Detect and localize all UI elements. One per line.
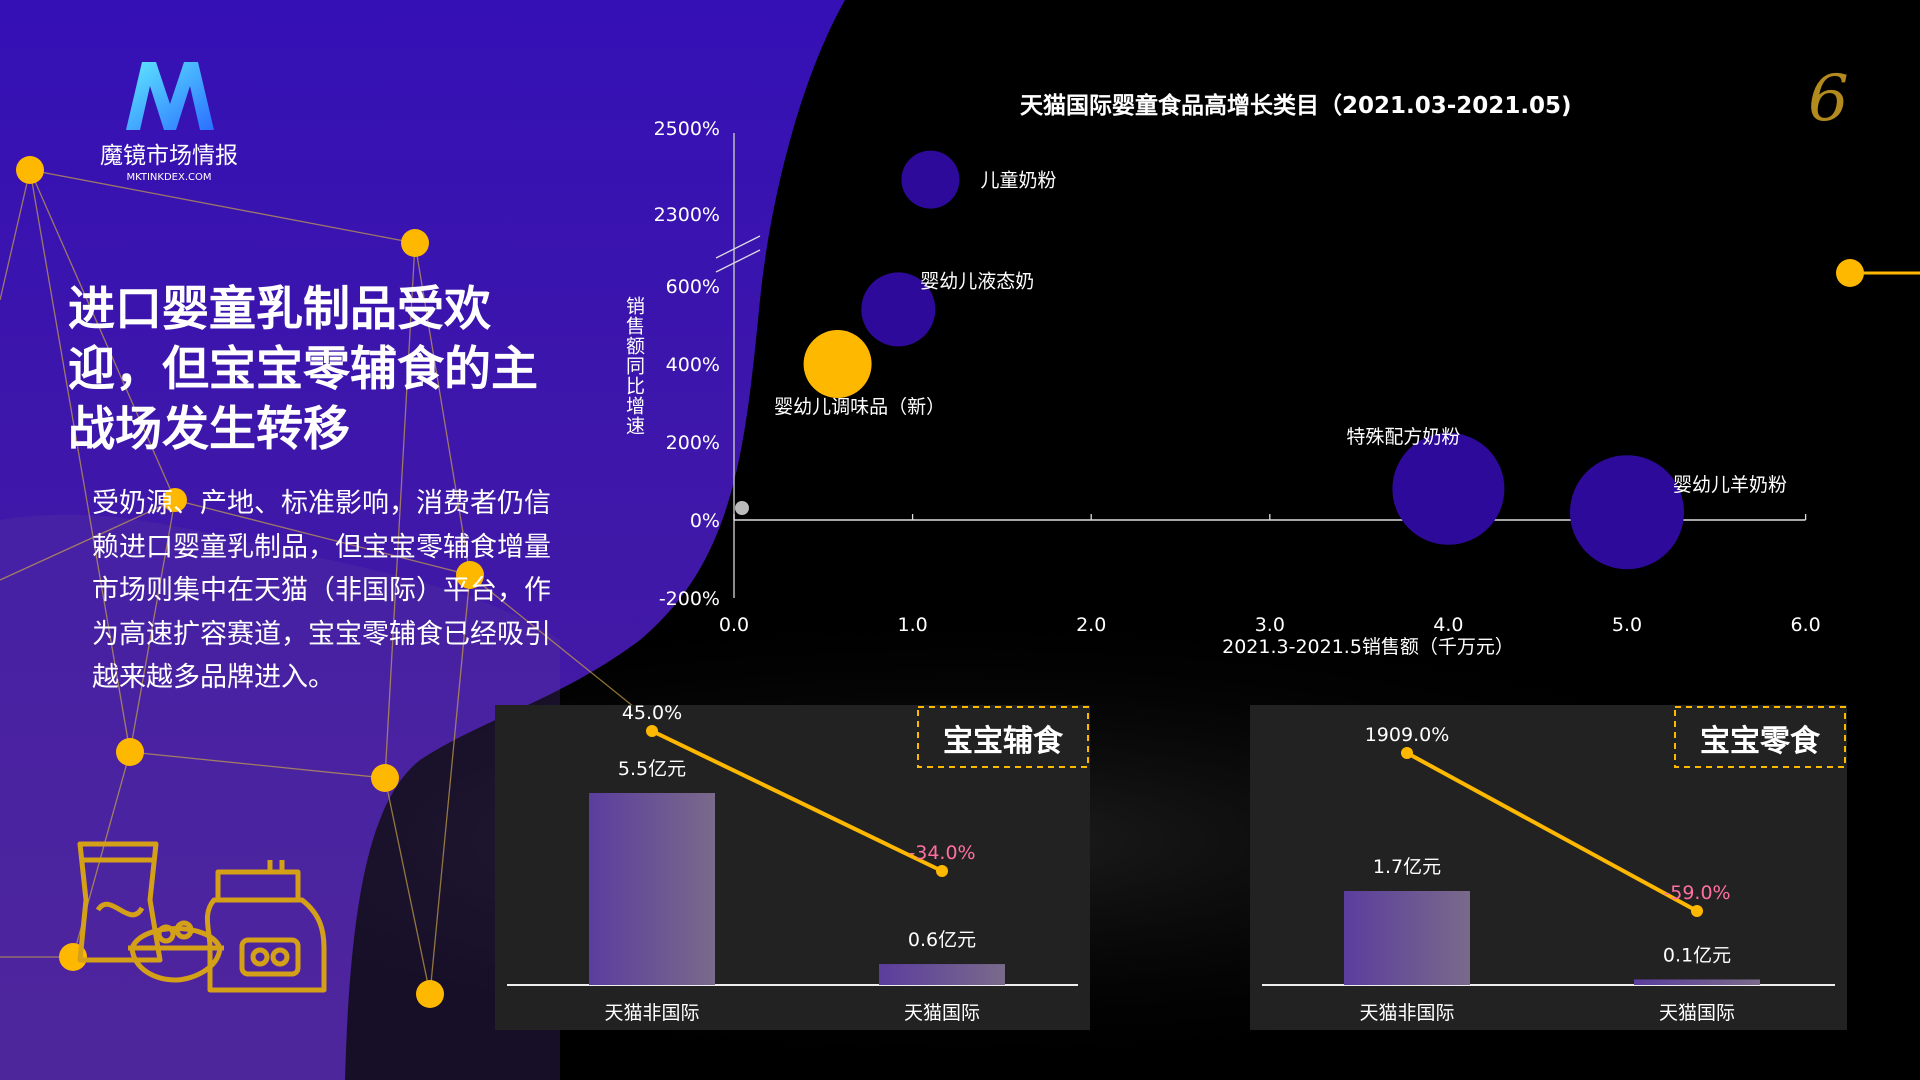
panel-title: 宝宝辅食 (943, 724, 1064, 759)
y-axis-label: 销售额同比增速 (623, 296, 645, 436)
growth-point (936, 865, 948, 877)
category-label: 天猫非国际 (604, 1002, 699, 1024)
title-box (1674, 706, 1846, 768)
x-tick-label: 6.0 (1790, 614, 1820, 636)
axis-break-mark (715, 235, 761, 259)
growth-label: -59.0% (1663, 882, 1730, 904)
growth-point (1401, 747, 1413, 759)
headline: 进口婴童乳制品受欢迎，但宝宝零辅食的主战场发生转移 (68, 282, 538, 457)
bubble-point (861, 272, 936, 347)
x-tick-label: 4.0 (1433, 614, 1463, 636)
x-tick-label: 0.0 (719, 614, 749, 636)
bubble-label: 特殊配方奶粉 (1346, 426, 1460, 448)
y-tick-label: 600% (666, 276, 720, 298)
bar (879, 964, 1005, 985)
category-label: 天猫国际 (1659, 1002, 1735, 1024)
y-tick-label: 2500% (654, 118, 720, 140)
bar (589, 793, 715, 985)
body-text: 受奶源、产地、标准影响，消费者仍信赖进口婴童乳制品，但宝宝零辅食增量市场则集中在… (92, 488, 551, 693)
growth-line (651, 729, 943, 873)
bar-value-label: 0.1亿元 (1663, 944, 1731, 966)
bar-value-label: 0.6亿元 (908, 929, 976, 951)
growth-label: -34.0% (908, 842, 975, 864)
axis-break-mark (715, 249, 761, 273)
bar-value-label: 5.5亿元 (618, 758, 686, 780)
logo-mark-icon (126, 62, 214, 130)
y-tick-label: 2300% (654, 204, 720, 226)
brand-url: MKTINKDEX.COM (126, 172, 212, 183)
title-box (917, 706, 1089, 768)
bubble-label: 婴幼儿羊奶粉 (1673, 474, 1787, 496)
y-tick-label: -200% (659, 588, 720, 610)
bubble-label: 婴幼儿调味品（新） (774, 396, 945, 418)
growth-point (1691, 905, 1703, 917)
brand-name: 魔镜市场情报 (100, 143, 238, 169)
bar (1634, 979, 1760, 985)
growth-label: 1909.0% (1365, 724, 1450, 746)
bar (1344, 891, 1470, 985)
y-tick-label: 400% (666, 354, 720, 376)
x-tick-label: 2.0 (1076, 614, 1106, 636)
bubble-point (803, 330, 872, 398)
network-lines (0, 169, 701, 995)
growth-point (646, 725, 658, 737)
category-label: 天猫国际 (904, 1002, 980, 1024)
x-axis-label: 2021.3-2021.5销售额（千万元） (1222, 636, 1514, 658)
x-tick-label: 1.0 (897, 614, 927, 636)
x-tick-label: 5.0 (1612, 614, 1642, 636)
bubble-label: 婴幼儿液态奶 (920, 270, 1034, 292)
purple-panel (0, 0, 845, 1080)
category-label: 天猫非国际 (1359, 1002, 1454, 1024)
bubble-point (1392, 432, 1505, 545)
bar-value-label: 1.7亿元 (1373, 856, 1441, 878)
origin-dot (735, 501, 749, 515)
y-tick-label: 200% (666, 432, 720, 454)
bubble-point (1570, 455, 1684, 570)
network-dots (16, 156, 1864, 1008)
page-number: 6 (1808, 62, 1849, 136)
growth-label: 45.0% (622, 705, 682, 724)
baby-food-icon (77, 841, 327, 993)
y-tick-label: 0% (690, 510, 720, 532)
panel-title: 宝宝零食 (1700, 724, 1821, 759)
bubble-point (901, 150, 960, 209)
bubble-label: 儿童奶粉 (980, 170, 1056, 192)
x-tick-label: 3.0 (1255, 614, 1285, 636)
growth-line (1406, 751, 1698, 913)
bubble-chart-title: 天猫国际婴童食品高增长类目（2021.03-2021.05) (1020, 93, 1572, 119)
